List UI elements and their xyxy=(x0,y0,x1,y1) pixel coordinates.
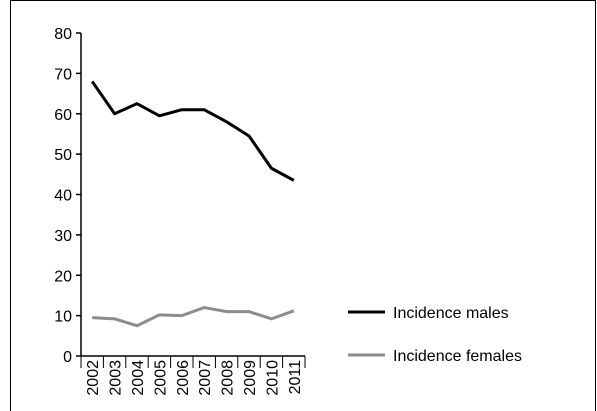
x-tick-label: 2002 xyxy=(85,360,102,396)
y-tick-label: 60 xyxy=(54,107,72,124)
y-tick-label: 30 xyxy=(54,228,72,245)
series-line xyxy=(90,80,295,182)
x-tick-label: 2003 xyxy=(108,360,125,396)
x-tick-label: 2007 xyxy=(197,360,214,396)
x-tick-label: 2009 xyxy=(242,360,259,396)
y-tick-label: 40 xyxy=(54,188,72,205)
legend-label: Incidence males xyxy=(393,305,509,322)
y-tick-label: 80 xyxy=(54,26,72,43)
series-line xyxy=(92,306,295,328)
x-tick-label: 2004 xyxy=(130,360,147,396)
frame xyxy=(10,0,596,411)
y-tick-label: 0 xyxy=(63,349,72,366)
x-tick-label: 2005 xyxy=(152,360,169,396)
x-tick-label: 2008 xyxy=(220,360,237,396)
y-tick-label: 10 xyxy=(54,309,72,326)
y-tick-label: 70 xyxy=(54,66,72,83)
x-tick-label: 2011 xyxy=(287,360,304,395)
legend-label: Incidence females xyxy=(393,348,522,365)
x-tick-label: 2010 xyxy=(264,360,281,396)
x-tick-label: 2006 xyxy=(175,360,192,396)
y-tick-label: 50 xyxy=(54,147,72,164)
y-tick-label: 20 xyxy=(54,268,72,285)
